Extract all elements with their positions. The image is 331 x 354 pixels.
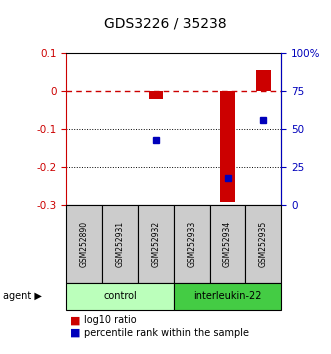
Text: ■: ■ [70,328,80,338]
Text: GSM252934: GSM252934 [223,221,232,267]
Text: GSM252931: GSM252931 [116,221,124,267]
Text: agent ▶: agent ▶ [3,291,42,302]
Text: GSM252933: GSM252933 [187,221,196,267]
Text: GSM252890: GSM252890 [80,221,89,267]
Bar [149,91,163,99]
Text: log10 ratio: log10 ratio [84,315,137,325]
Text: interleukin-22: interleukin-22 [193,291,262,302]
Text: ■: ■ [70,315,80,325]
Text: percentile rank within the sample: percentile rank within the sample [84,328,249,338]
Bar [256,70,271,91]
Text: control: control [103,291,137,302]
Bar [220,91,235,201]
Text: GSM252935: GSM252935 [259,221,268,267]
Text: GSM252932: GSM252932 [151,221,160,267]
Text: GDS3226 / 35238: GDS3226 / 35238 [104,16,227,30]
